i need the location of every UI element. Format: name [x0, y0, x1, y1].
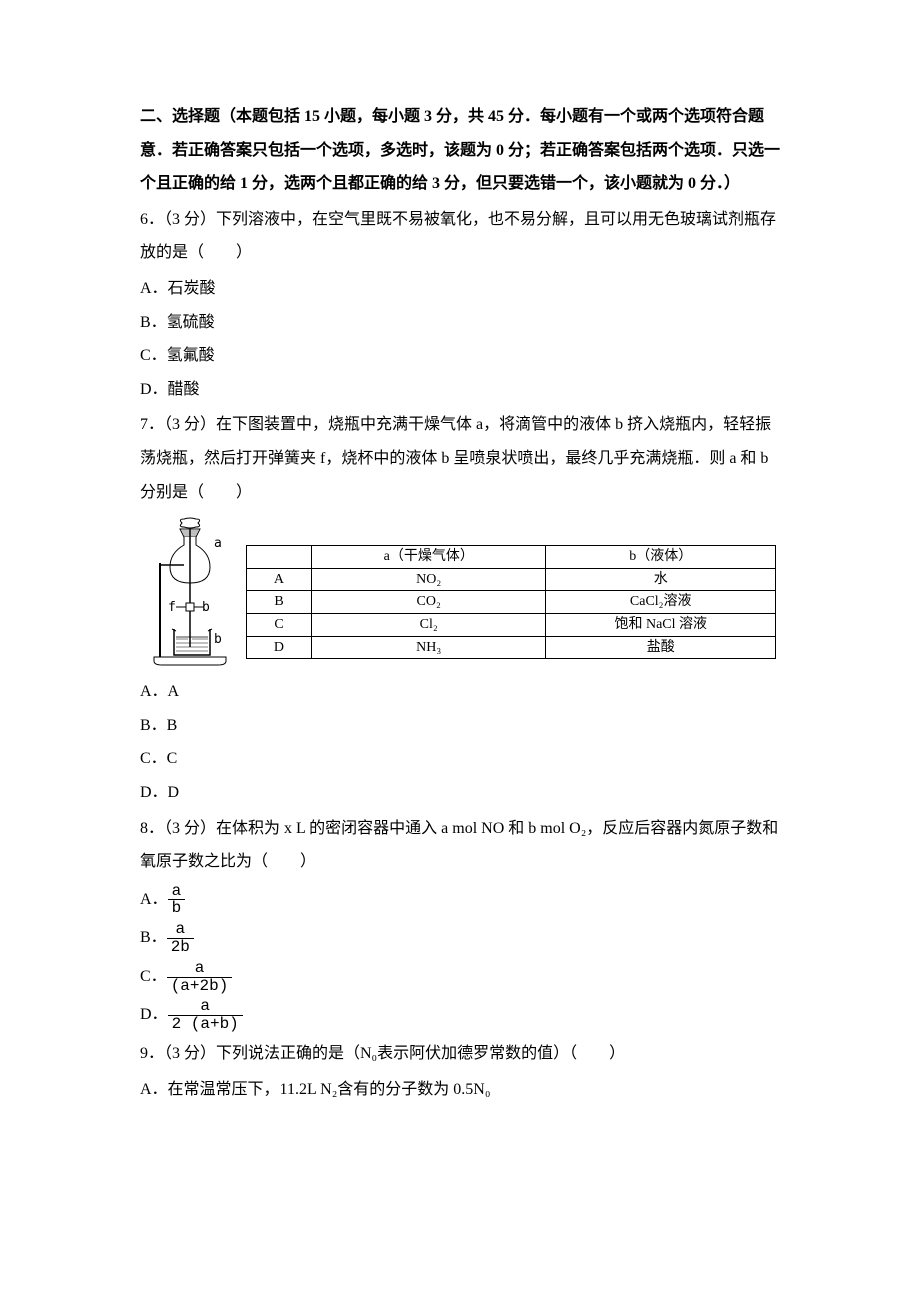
- q9-options: A．在常温常压下，11.2L N₂含有的分子数为 0.5N₀: [140, 1073, 780, 1107]
- cell: A: [247, 568, 312, 591]
- opt-label: B．: [140, 929, 167, 946]
- q7-options: A．A B．B C．C D．D: [140, 675, 780, 809]
- cell: 饱和 NaCl 溶液: [546, 613, 776, 636]
- exam-page: 二、选择题（本题包括 15 小题，每小题 3 分，共 45 分．每小题有一个或两…: [70, 0, 850, 1146]
- fig-label-f: f: [168, 600, 176, 615]
- cell: 盐酸: [546, 636, 776, 659]
- fraction: ab: [168, 883, 186, 918]
- q8-stem: 8．（3 分）在体积为 x L 的密闭容器中通入 a mol NO 和 b mo…: [140, 812, 780, 879]
- frac-num: a: [167, 921, 194, 939]
- fraction: a(a+2b): [167, 960, 233, 995]
- q8-opt-a: A．ab: [140, 881, 780, 920]
- q7-opt-b: B．B: [140, 709, 780, 743]
- q7-opt-a: A．A: [140, 675, 780, 709]
- opt-label: D．: [140, 1006, 168, 1023]
- fraction: a2b: [167, 921, 194, 956]
- th-a: a（干燥气体）: [311, 546, 545, 569]
- cell: 水: [546, 568, 776, 591]
- question-8: 8．（3 分）在体积为 x L 的密闭容器中通入 a mol NO 和 b mo…: [140, 812, 780, 1036]
- frac-num: a: [168, 883, 186, 901]
- cell: Cl₂: [311, 613, 545, 636]
- cell: NO₂: [311, 568, 545, 591]
- opt-label: C．: [140, 968, 167, 985]
- q6-stem: 6．（3 分）下列溶液中，在空气里既不易被氧化，也不易分解，且可以用无色玻璃试剂…: [140, 203, 780, 270]
- q7-figure-row: a f b b a（干燥气体） b（液体） A NO₂ 水: [140, 517, 780, 667]
- q8-opt-d: D．a2 (a+b): [140, 996, 780, 1035]
- q6-opt-b: B．氢硫酸: [140, 306, 780, 340]
- table-row: D NH₃ 盐酸: [247, 636, 776, 659]
- frac-den: 2b: [167, 939, 194, 956]
- frac-den: (a+2b): [167, 978, 233, 995]
- q7-stem: 7．（3 分）在下图装置中，烧瓶中充满干燥气体 a，将滴管中的液体 b 挤入烧瓶…: [140, 408, 780, 509]
- q8-opt-b: B．a2b: [140, 919, 780, 958]
- q6-opt-a: A．石炭酸: [140, 272, 780, 306]
- apparatus-diagram: a f b b: [140, 517, 240, 667]
- cell: CO₂: [311, 591, 545, 614]
- frac-num: a: [168, 998, 243, 1016]
- cell: B: [247, 591, 312, 614]
- q7-opt-d: D．D: [140, 776, 780, 810]
- table-row: B CO₂ CaCl₂溶液: [247, 591, 776, 614]
- q7-opt-c: C．C: [140, 742, 780, 776]
- q7-table: a（干燥气体） b（液体） A NO₂ 水 B CO₂ CaCl₂溶液 C Cl…: [246, 545, 776, 659]
- table-row: A NO₂ 水: [247, 568, 776, 591]
- cell: D: [247, 636, 312, 659]
- th-b: b（液体）: [546, 546, 776, 569]
- fig-label-a: a: [214, 536, 222, 551]
- question-9: 9．（3 分）下列说法正确的是（N₀表示阿伏加德罗常数的值）（ ） A．在常温常…: [140, 1037, 780, 1106]
- frac-den: b: [168, 900, 186, 917]
- q6-opt-d: D．醋酸: [140, 373, 780, 407]
- fraction: a2 (a+b): [168, 998, 243, 1033]
- q8-opt-c: C．a(a+2b): [140, 958, 780, 997]
- question-6: 6．（3 分）下列溶液中，在空气里既不易被氧化，也不易分解，且可以用无色玻璃试剂…: [140, 203, 780, 407]
- opt-label: A．: [140, 891, 168, 908]
- table-header-row: a（干燥气体） b（液体）: [247, 546, 776, 569]
- cell: CaCl₂溶液: [546, 591, 776, 614]
- question-7: 7．（3 分）在下图装置中，烧瓶中充满干燥气体 a，将滴管中的液体 b 挤入烧瓶…: [140, 408, 780, 809]
- th-blank: [247, 546, 312, 569]
- fig-label-b2: b: [214, 632, 222, 647]
- frac-den: 2 (a+b): [168, 1016, 243, 1033]
- q9-opt-a: A．在常温常压下，11.2L N₂含有的分子数为 0.5N₀: [140, 1073, 780, 1107]
- section-header: 二、选择题（本题包括 15 小题，每小题 3 分，共 45 分．每小题有一个或两…: [140, 100, 780, 201]
- q9-stem: 9．（3 分）下列说法正确的是（N₀表示阿伏加德罗常数的值）（ ）: [140, 1037, 780, 1071]
- fig-label-b1: b: [202, 600, 210, 615]
- q6-opt-c: C．氢氟酸: [140, 339, 780, 373]
- q8-options: A．ab B．a2b C．a(a+2b) D．a2 (a+b): [140, 881, 780, 1035]
- q6-options: A．石炭酸 B．氢硫酸 C．氢氟酸 D．醋酸: [140, 272, 780, 406]
- frac-num: a: [167, 960, 233, 978]
- cell: NH₃: [311, 636, 545, 659]
- cell: C: [247, 613, 312, 636]
- table-row: C Cl₂ 饱和 NaCl 溶液: [247, 613, 776, 636]
